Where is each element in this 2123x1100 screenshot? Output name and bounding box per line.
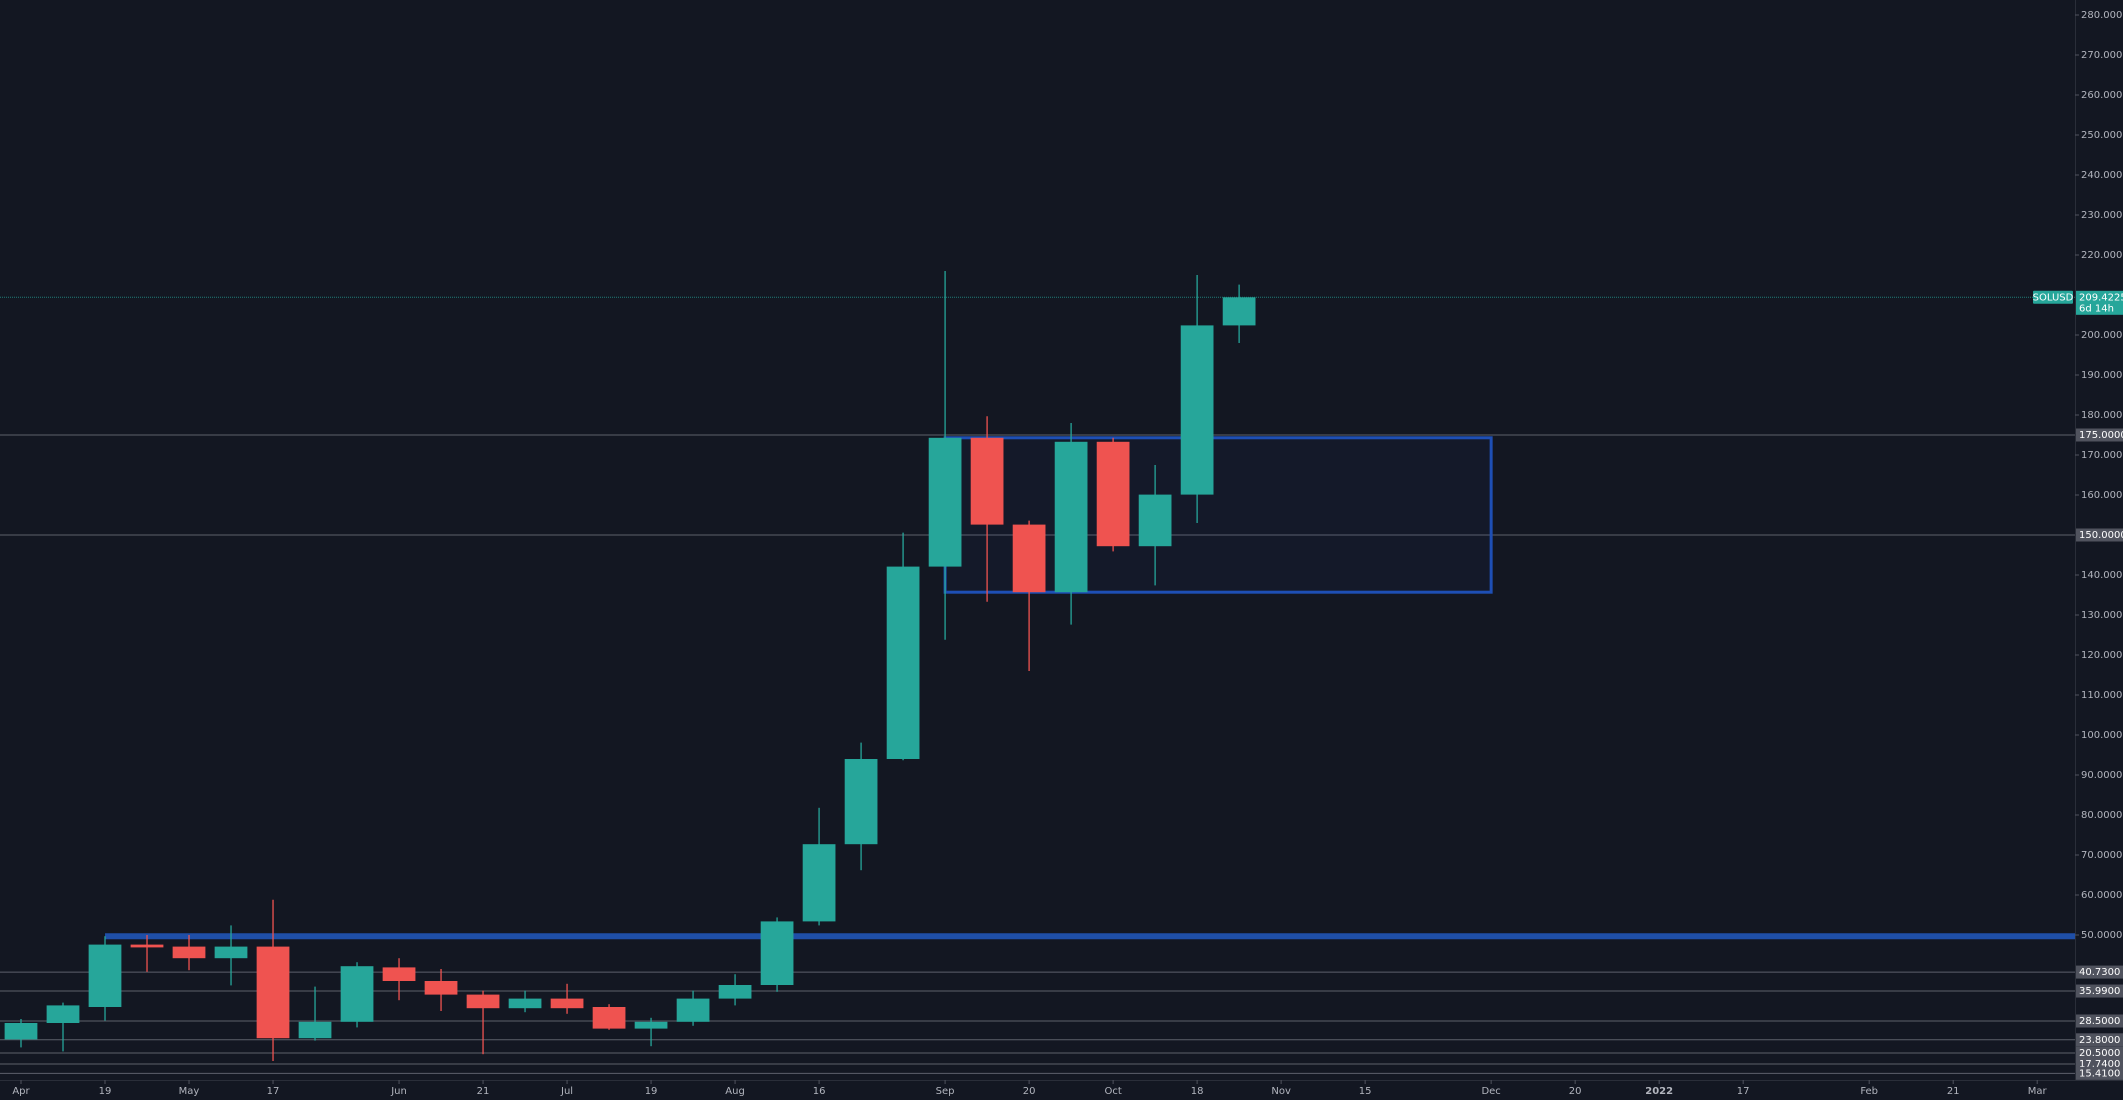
level-label-box xyxy=(2076,428,2123,442)
last-price-label: 209.4225 xyxy=(2079,292,2123,303)
level-label: 17.7400 xyxy=(2079,1059,2120,1070)
candle-body xyxy=(1096,441,1130,547)
level-label: 15.4100 xyxy=(2079,1068,2120,1079)
candle-body xyxy=(718,985,752,999)
level-label-box xyxy=(2076,1033,2123,1047)
symbol-label: SOLUSD xyxy=(2033,292,2074,303)
candle-body xyxy=(1054,441,1088,593)
candle-body xyxy=(214,946,248,959)
x-tick-label: 21 xyxy=(1947,1086,1960,1097)
x-tick-label: Aug xyxy=(725,1086,745,1097)
candle-body xyxy=(1180,325,1214,495)
y-tick-label: 270.0000 xyxy=(2081,50,2123,61)
x-tick-label: Oct xyxy=(1104,1086,1121,1097)
x-tick-label: Jun xyxy=(390,1086,407,1097)
candle-body xyxy=(970,437,1004,525)
x-tick-label: 20 xyxy=(1023,1086,1036,1097)
last-price-box xyxy=(2076,290,2123,315)
candle-body xyxy=(928,437,962,567)
symbol-box xyxy=(2033,290,2073,304)
y-tick-label: 180.0000 xyxy=(2081,410,2123,421)
level-label-box xyxy=(2076,984,2123,998)
candle-body xyxy=(634,1021,668,1029)
y-tick-label: 60.0000 xyxy=(2081,890,2122,901)
x-tick-label: 17 xyxy=(267,1086,280,1097)
y-tick-label: 120.0000 xyxy=(2081,650,2123,661)
candle-body xyxy=(1012,524,1046,593)
x-tick-label: Feb xyxy=(1860,1086,1878,1097)
x-tick-label: Jul xyxy=(560,1086,573,1097)
x-tick-label: May xyxy=(179,1086,200,1097)
y-tick-label: 190.0000 xyxy=(2081,370,2123,381)
level-label: 35.9900 xyxy=(2079,986,2120,997)
candle-body xyxy=(4,1023,38,1040)
y-tick-label: 110.0000 xyxy=(2081,690,2123,701)
x-tick-label: Sep xyxy=(936,1086,955,1097)
x-tick-label: Mar xyxy=(2028,1086,2048,1097)
candle-body xyxy=(760,921,794,985)
x-tick-label: 16 xyxy=(813,1086,826,1097)
x-tick-label: 2022 xyxy=(1645,1086,1673,1097)
y-tick-label: 130.0000 xyxy=(2081,610,2123,621)
y-tick-label: 160.0000 xyxy=(2081,490,2123,501)
x-tick-label: 17 xyxy=(1737,1086,1750,1097)
x-tick-label: 20 xyxy=(1569,1086,1582,1097)
y-tick-label: 260.0000 xyxy=(2081,90,2123,101)
y-tick-label: 200.0000 xyxy=(2081,330,2123,341)
candle-body xyxy=(550,998,584,1009)
candle-body xyxy=(382,967,416,981)
x-tick-label: 19 xyxy=(645,1086,658,1097)
y-tick-label: 90.0000 xyxy=(2081,770,2122,781)
level-label: 28.5000 xyxy=(2079,1016,2120,1027)
candle-body xyxy=(592,1007,626,1029)
countdown-label: 6d 14h xyxy=(2079,303,2114,314)
y-tick-label: 50.0000 xyxy=(2081,930,2122,941)
level-label: 20.5000 xyxy=(2079,1048,2120,1059)
x-tick-label: 19 xyxy=(99,1086,112,1097)
y-tick-label: 100.0000 xyxy=(2081,730,2123,741)
candle-body xyxy=(1222,297,1256,326)
level-label: 40.7300 xyxy=(2079,967,2120,978)
level-label-box xyxy=(2076,1014,2123,1028)
y-tick-label: 240.0000 xyxy=(2081,170,2123,181)
level-label: 175.0000 xyxy=(2079,430,2123,441)
candle-body xyxy=(424,981,458,995)
candle-body xyxy=(172,946,206,959)
x-tick-label: 21 xyxy=(477,1086,490,1097)
candle-body xyxy=(298,1021,332,1039)
candle-body xyxy=(802,844,836,922)
x-tick-label: Dec xyxy=(1481,1086,1500,1097)
candle-body xyxy=(130,944,164,948)
x-tick-label: Apr xyxy=(12,1086,30,1097)
candle-body xyxy=(1138,494,1172,547)
candle-body xyxy=(886,566,920,759)
y-tick-label: 220.0000 xyxy=(2081,250,2123,261)
level-label-box xyxy=(2076,1046,2123,1060)
y-tick-label: 230.0000 xyxy=(2081,210,2123,221)
y-tick-label: 250.0000 xyxy=(2081,130,2123,141)
level-label-box xyxy=(2076,528,2123,542)
candle-body xyxy=(844,759,878,845)
level-label: 23.8000 xyxy=(2079,1035,2120,1046)
candle-body xyxy=(676,998,710,1022)
y-tick-label: 70.0000 xyxy=(2081,850,2122,861)
candle-body xyxy=(508,998,542,1009)
level-label-box xyxy=(2076,1066,2123,1080)
y-tick-label: 280.0000 xyxy=(2081,10,2123,21)
candle-body xyxy=(88,944,122,1007)
y-tick-label: 170.0000 xyxy=(2081,450,2123,461)
level-label-box xyxy=(2076,965,2123,979)
x-tick-label: Nov xyxy=(1271,1086,1291,1097)
x-tick-label: 18 xyxy=(1191,1086,1204,1097)
y-tick-label: 140.0000 xyxy=(2081,570,2123,581)
level-label: 150.0000 xyxy=(2079,530,2123,541)
candle-body xyxy=(466,994,500,1009)
x-tick-label: 15 xyxy=(1359,1086,1372,1097)
y-tick-label: 80.0000 xyxy=(2081,810,2122,821)
candle-body xyxy=(340,966,374,1022)
candle-body xyxy=(46,1005,80,1023)
candle-body xyxy=(256,946,290,1039)
